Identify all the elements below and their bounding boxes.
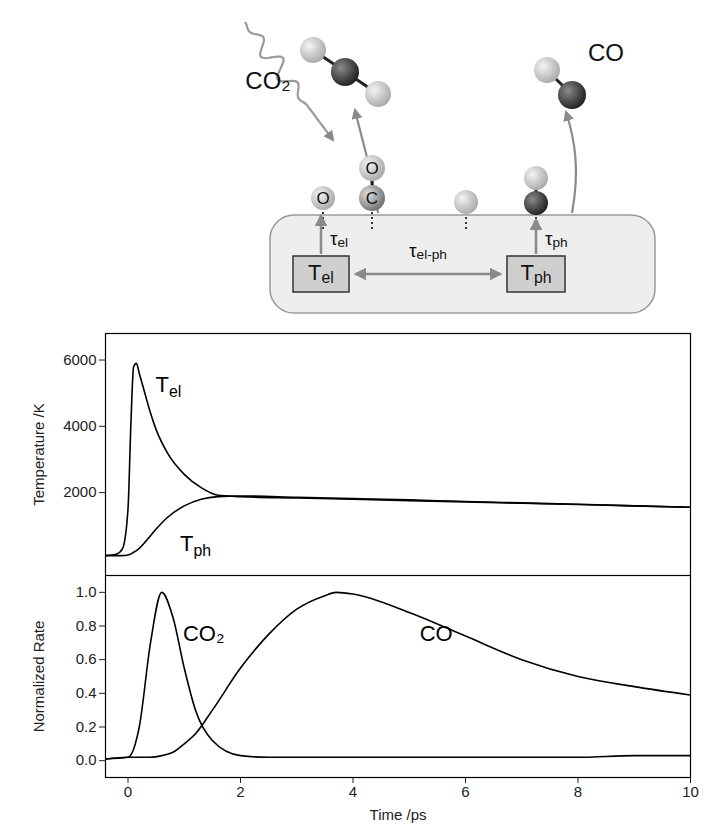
svg-text:CO₂: CO₂ [183, 621, 225, 646]
svg-text:0.4: 0.4 [76, 684, 97, 701]
svg-text:10: 10 [682, 783, 699, 800]
svg-text:CO: CO [588, 39, 624, 66]
svg-text:Temperature /K: Temperature /K [30, 403, 47, 506]
svg-text:τel-ph: τel-ph [409, 240, 447, 262]
svg-text:0.8: 0.8 [76, 617, 97, 634]
svg-text:4000: 4000 [63, 417, 96, 434]
svg-text:6000: 6000 [63, 351, 96, 368]
svg-text:Tph: Tph [180, 531, 211, 559]
svg-text:CO₂: CO₂ [245, 67, 290, 94]
svg-text:6: 6 [461, 783, 469, 800]
svg-text:0.0: 0.0 [76, 751, 97, 768]
svg-text:Tel: Tel [308, 260, 334, 286]
svg-text:Time /ps: Time /ps [370, 806, 427, 823]
svg-text:Tph: Tph [520, 260, 551, 286]
svg-text:CO: CO [420, 621, 453, 646]
svg-text:Normalized Rate: Normalized Rate [30, 621, 47, 733]
svg-text:0: 0 [124, 783, 132, 800]
svg-text:O: O [316, 189, 329, 208]
svg-text:0.2: 0.2 [76, 718, 97, 735]
svg-text:C: C [366, 189, 378, 208]
svg-text:Tel: Tel [156, 372, 182, 400]
svg-text:τel: τel [330, 228, 348, 250]
svg-text:1.0: 1.0 [76, 583, 97, 600]
svg-text:8: 8 [574, 783, 582, 800]
svg-text:2: 2 [236, 783, 244, 800]
svg-text:4: 4 [349, 783, 357, 800]
svg-text:τph: τph [545, 228, 568, 250]
svg-text:2000: 2000 [63, 483, 96, 500]
svg-text:0.6: 0.6 [76, 650, 97, 667]
svg-text:O: O [365, 159, 378, 178]
